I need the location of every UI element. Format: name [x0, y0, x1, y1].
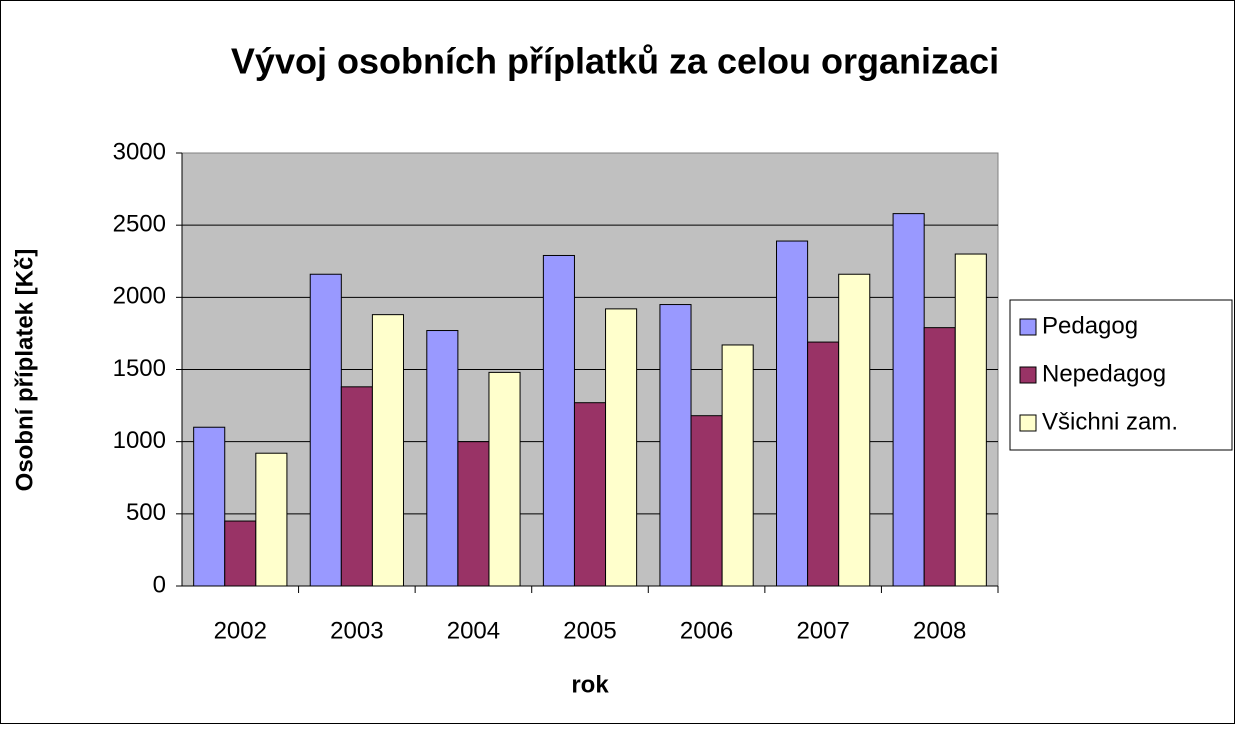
bar [426, 330, 459, 587]
legend-label: Všichni zam. [1042, 408, 1178, 435]
chart-title: Vývoj osobních příplatků za celou organi… [231, 41, 999, 82]
legend [1009, 299, 1233, 451]
y-tick-label: 3000 [113, 138, 166, 165]
legend-label: Nepedagog [1042, 360, 1166, 387]
bar [776, 240, 809, 587]
bar [542, 254, 575, 587]
bar [838, 273, 871, 587]
x-tick-label: 2002 [214, 617, 267, 644]
bar [309, 273, 342, 587]
x-tick-label: 2004 [447, 617, 500, 644]
bar [923, 327, 956, 587]
bar [488, 371, 521, 587]
legend-label: Pedagog [1042, 312, 1138, 339]
bar [721, 344, 754, 587]
bar [659, 304, 692, 587]
bar [224, 520, 257, 587]
y-tick-label: 500 [126, 499, 166, 526]
bar [605, 308, 638, 587]
bar [371, 314, 404, 587]
y-tick-label: 0 [153, 571, 166, 598]
y-tick-label: 1000 [113, 427, 166, 454]
bar [892, 213, 925, 587]
legend-swatch [1019, 414, 1037, 432]
x-tick-label: 2007 [796, 617, 849, 644]
x-axis-label: rok [571, 671, 609, 698]
bar [690, 415, 723, 587]
y-axis-label: Osobní příplatek [Kč] [11, 249, 38, 492]
y-tick-label: 2000 [113, 283, 166, 310]
x-tick-label: 2008 [913, 617, 966, 644]
bar [193, 426, 226, 587]
x-tick-label: 2005 [563, 617, 616, 644]
legend-swatch [1019, 366, 1037, 384]
bar [340, 386, 373, 587]
y-tick-label: 1500 [113, 355, 166, 382]
x-tick-label: 2006 [680, 617, 733, 644]
x-tick-label: 2003 [330, 617, 383, 644]
bar [573, 402, 607, 587]
legend-swatch [1019, 318, 1037, 336]
bar [255, 452, 288, 587]
bar [807, 341, 840, 587]
bar [954, 253, 987, 587]
y-tick-label: 2500 [113, 211, 166, 238]
bar [457, 441, 490, 587]
